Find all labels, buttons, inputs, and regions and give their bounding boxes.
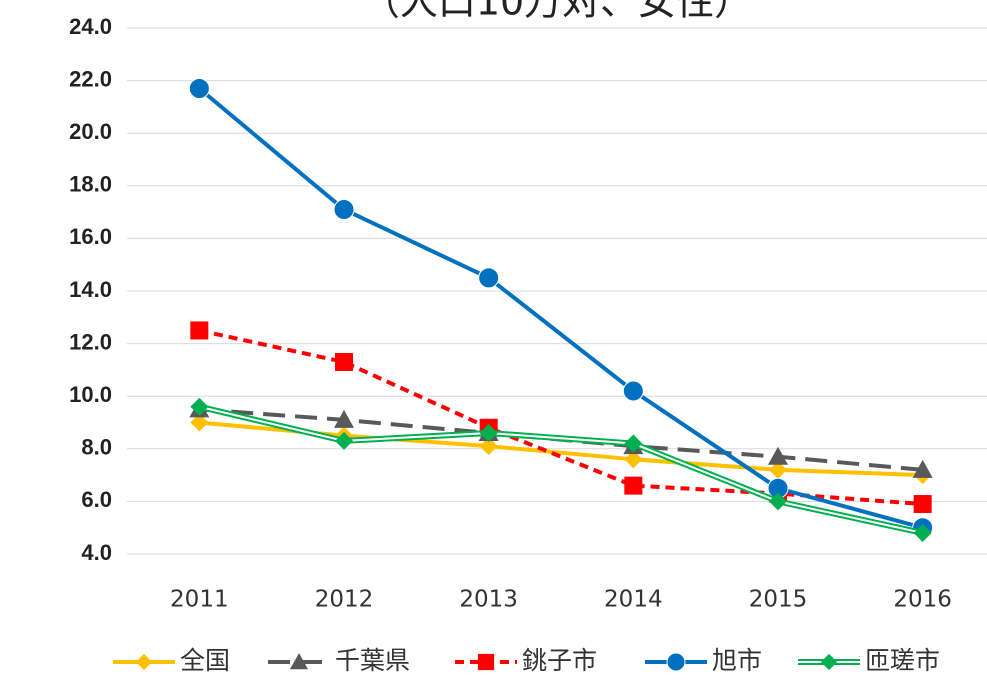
marker bbox=[912, 459, 933, 478]
legend-marker bbox=[290, 653, 308, 670]
legend-label: 全国 bbox=[180, 646, 230, 675]
x-tick-label: 2014 bbox=[604, 587, 663, 613]
marker bbox=[913, 495, 932, 514]
marker bbox=[768, 446, 788, 465]
y-tick-label: 6.0 bbox=[81, 487, 112, 512]
legend-marker bbox=[666, 652, 686, 672]
x-tick-label: 2011 bbox=[170, 587, 229, 613]
marker bbox=[333, 198, 355, 220]
y-tick-label: 8.0 bbox=[81, 435, 112, 460]
marker bbox=[479, 424, 498, 443]
marker bbox=[622, 380, 644, 402]
marker bbox=[188, 77, 210, 99]
legend-label: 千葉県 bbox=[335, 646, 410, 675]
legend-label: 旭市 bbox=[712, 646, 762, 675]
y-tick-label: 24.0 bbox=[69, 14, 112, 39]
y-tick-label: 12.0 bbox=[69, 329, 112, 354]
marker bbox=[334, 409, 354, 428]
x-tick-label: 2016 bbox=[893, 587, 952, 613]
series-line bbox=[198, 86, 924, 530]
legend-marker bbox=[477, 653, 495, 671]
y-tick-label: 14.0 bbox=[69, 277, 112, 302]
y-tick-label: 18.0 bbox=[69, 172, 112, 197]
x-tick-label: 2013 bbox=[459, 587, 518, 613]
y-tick-label: 20.0 bbox=[69, 119, 112, 144]
marker bbox=[769, 460, 787, 479]
marker bbox=[190, 397, 209, 416]
y-tick-label: 10.0 bbox=[69, 382, 112, 407]
marker bbox=[479, 437, 498, 456]
series-line-inner bbox=[199, 405, 923, 534]
y-tick-label: 22.0 bbox=[69, 66, 112, 91]
legend-marker bbox=[135, 653, 153, 671]
marker bbox=[913, 523, 932, 542]
marker bbox=[190, 321, 209, 340]
chart-title: （人口10万対、女性） bbox=[362, 0, 752, 24]
marker bbox=[478, 267, 500, 289]
legend-marker bbox=[820, 653, 838, 671]
marker bbox=[624, 450, 643, 469]
x-tick-label: 2012 bbox=[315, 587, 374, 613]
marker bbox=[190, 413, 209, 432]
legend-label: 銚子市 bbox=[522, 646, 597, 675]
marker bbox=[624, 476, 643, 495]
y-tick-label: 16.0 bbox=[69, 224, 112, 249]
marker bbox=[624, 434, 643, 453]
y-tick-label: 4.0 bbox=[81, 540, 112, 565]
legend-label: 匝瑳市 bbox=[865, 646, 940, 675]
marker bbox=[335, 431, 353, 450]
marker bbox=[769, 492, 787, 511]
marker bbox=[335, 353, 353, 372]
x-tick-label: 2015 bbox=[749, 587, 808, 613]
